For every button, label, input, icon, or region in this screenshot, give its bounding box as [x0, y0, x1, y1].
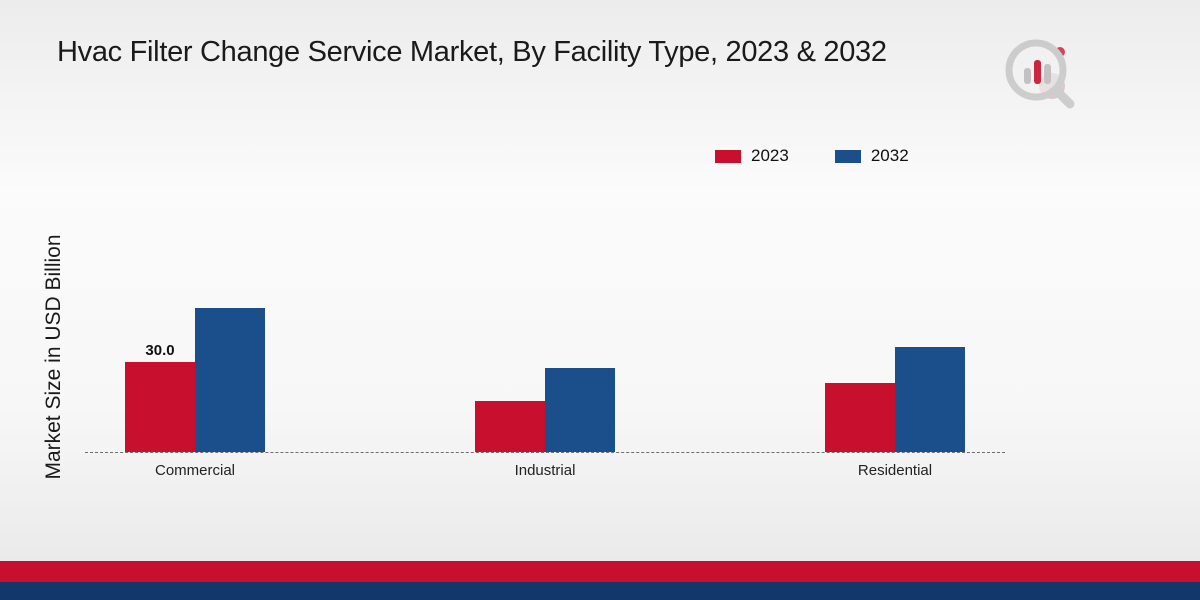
y-axis-label: Market Size in USD Billion	[42, 234, 65, 480]
brand-logo-icon	[1005, 39, 1075, 109]
bar-2032-industrial	[545, 368, 615, 452]
bar-group-industrial: Industrial	[475, 287, 615, 479]
bar-2032-commercial	[195, 308, 265, 452]
category-label: Industrial	[514, 462, 576, 479]
bar-2032-residential	[895, 347, 965, 452]
page-title: Hvac Filter Change Service Market, By Fa…	[57, 36, 887, 68]
legend-item-2023: 2023	[715, 146, 789, 166]
bar-group-residential: Residential	[825, 287, 965, 479]
footer-stripe-red	[0, 561, 1200, 582]
footer-stripe-navy	[0, 582, 1200, 600]
bar-group-commercial: 30.0 Commercial	[125, 287, 265, 479]
bar-2023-commercial: 30.0	[125, 342, 195, 452]
x-axis-baseline	[85, 452, 1005, 453]
legend-item-2032: 2032	[834, 146, 909, 166]
legend-label: 2032	[870, 146, 909, 165]
category-label: Commercial	[154, 462, 235, 479]
plot-area: 30.0 Commercial Industrial Residential	[85, 287, 1005, 479]
legend-swatch	[834, 149, 861, 163]
legend: 2023 2032	[715, 146, 909, 166]
legend-label: 2023	[751, 146, 789, 165]
bar-2023-industrial	[475, 401, 545, 452]
category-label: Residential	[857, 462, 933, 479]
bar-2023-residential	[825, 383, 895, 452]
bar-value-label: 30.0	[145, 342, 175, 359]
legend-swatch	[715, 149, 741, 163]
